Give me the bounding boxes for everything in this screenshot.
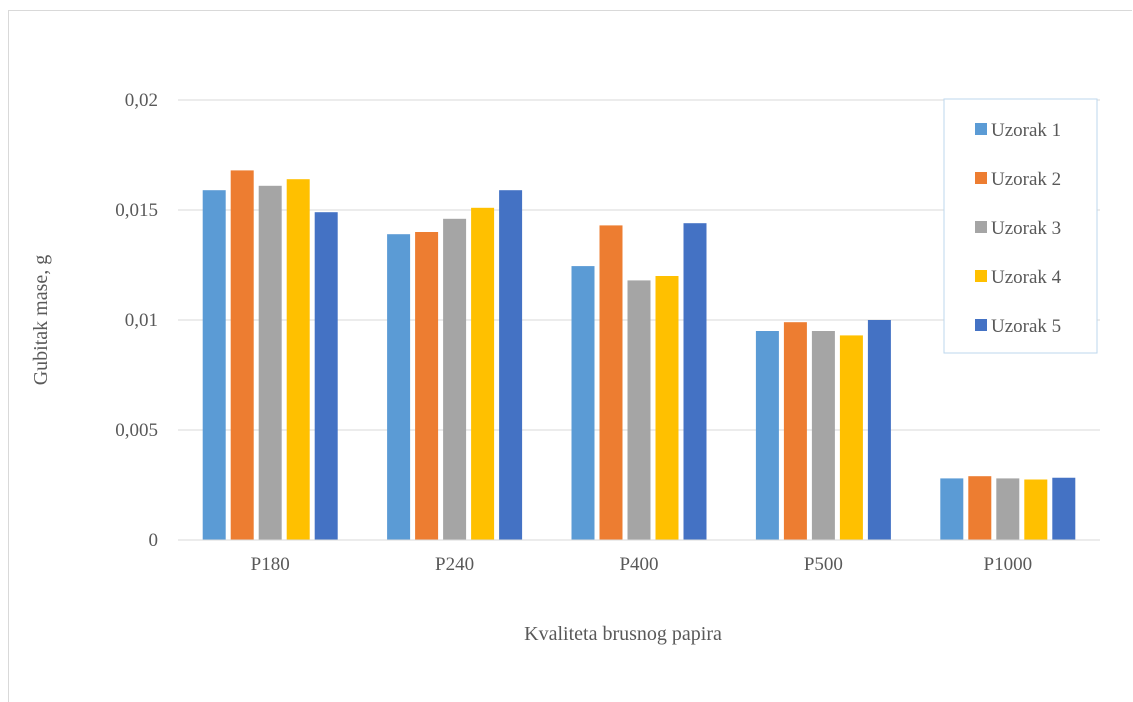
legend-box (943, 98, 1098, 354)
bar (202, 190, 226, 540)
bar (867, 320, 891, 540)
x-tick-label: P1000 (984, 554, 1033, 575)
y-tick-label: 0,015 (115, 200, 158, 221)
legend-label: Uzorak 5 (991, 316, 1061, 337)
bar (655, 276, 679, 540)
y-tick-label: 0 (149, 530, 159, 551)
bar (314, 212, 338, 540)
bar (1024, 479, 1048, 540)
legend-swatch (975, 123, 987, 135)
bar (443, 218, 467, 541)
y-axis-ticks: 0 0,005 0,01 0,015 0,02 (115, 90, 158, 551)
bar (683, 223, 707, 540)
x-tick-label: P240 (435, 554, 474, 575)
bar (415, 232, 439, 540)
x-tick-label: P400 (619, 554, 658, 575)
bar (387, 234, 411, 540)
y-tick-label: 0,02 (125, 90, 158, 111)
bar (755, 331, 779, 540)
bar (499, 190, 523, 540)
bar (471, 207, 495, 541)
x-axis-ticks: P180 P240 P400 P500 P1000 (251, 554, 1032, 575)
bar (258, 185, 282, 541)
bar (571, 266, 595, 540)
bar (940, 478, 964, 540)
legend-label: Uzorak 4 (991, 267, 1062, 288)
bar (286, 179, 310, 540)
bar (627, 280, 651, 540)
y-tick-label: 0,01 (125, 310, 158, 331)
y-axis-title: Gubitak mase, g (30, 255, 52, 386)
legend-swatch (975, 270, 987, 282)
bar (783, 322, 807, 540)
bar (599, 225, 623, 540)
bar (230, 170, 254, 540)
legend-label: Uzorak 1 (991, 120, 1061, 141)
legend-swatch (975, 319, 987, 331)
legend-swatch (975, 221, 987, 233)
bar (839, 335, 863, 540)
legend-label: Uzorak 3 (991, 218, 1061, 239)
bar (1052, 477, 1076, 540)
legend-swatch (975, 172, 987, 184)
legend-label: Uzorak 2 (991, 169, 1061, 190)
legend: Uzorak 1 Uzorak 2 Uzorak 3 Uzorak 4 Uzorak 5 (943, 98, 1098, 354)
bar (996, 478, 1020, 540)
chart-frame (8, 10, 1132, 702)
x-tick-label: P500 (804, 554, 843, 575)
bar (968, 476, 992, 540)
y-tick-label: 0,005 (115, 420, 158, 441)
bar (811, 331, 835, 540)
bars (202, 170, 1076, 541)
x-axis-title: Kvaliteta brusnog papira (524, 623, 722, 645)
x-tick-label: P180 (251, 554, 290, 575)
